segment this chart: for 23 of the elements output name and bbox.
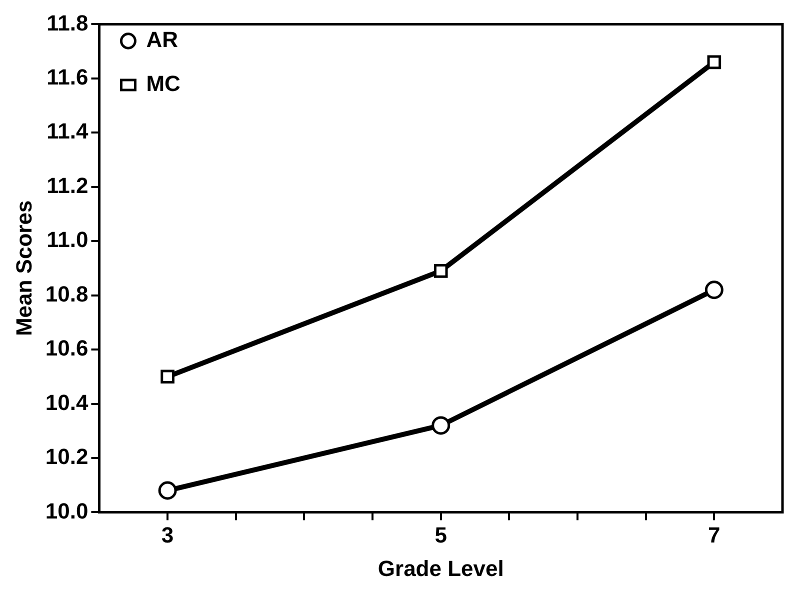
legend-label: MC	[146, 71, 181, 96]
x-tick-label: 5	[434, 522, 447, 548]
y-tick-label: 11.2	[46, 172, 88, 198]
x-tick-label: 7	[708, 522, 720, 548]
y-tick-label: 11.0	[46, 227, 88, 252]
x-axis-title: Grade Level	[378, 556, 504, 581]
y-tick-label: 10.4	[45, 390, 89, 415]
y-tick-label: 11.6	[46, 64, 88, 90]
point	[160, 370, 174, 384]
point	[707, 55, 722, 70]
x-tick-label: 3	[161, 522, 174, 548]
point	[704, 280, 724, 300]
y-tick-label: 11.8	[46, 10, 88, 36]
y-tick-label: 10.2	[45, 444, 88, 470]
legend-label: AR	[146, 27, 178, 52]
y-tick-label: 10.6	[45, 336, 88, 361]
y-axis-title: Mean Scores	[11, 200, 36, 336]
point	[432, 416, 450, 435]
y-tick-label: 10.0	[45, 498, 88, 524]
point	[158, 481, 177, 500]
y-tick-label: 11.4	[46, 118, 89, 144]
y-tick-label: 10.8	[45, 281, 88, 306]
point	[434, 264, 448, 278]
